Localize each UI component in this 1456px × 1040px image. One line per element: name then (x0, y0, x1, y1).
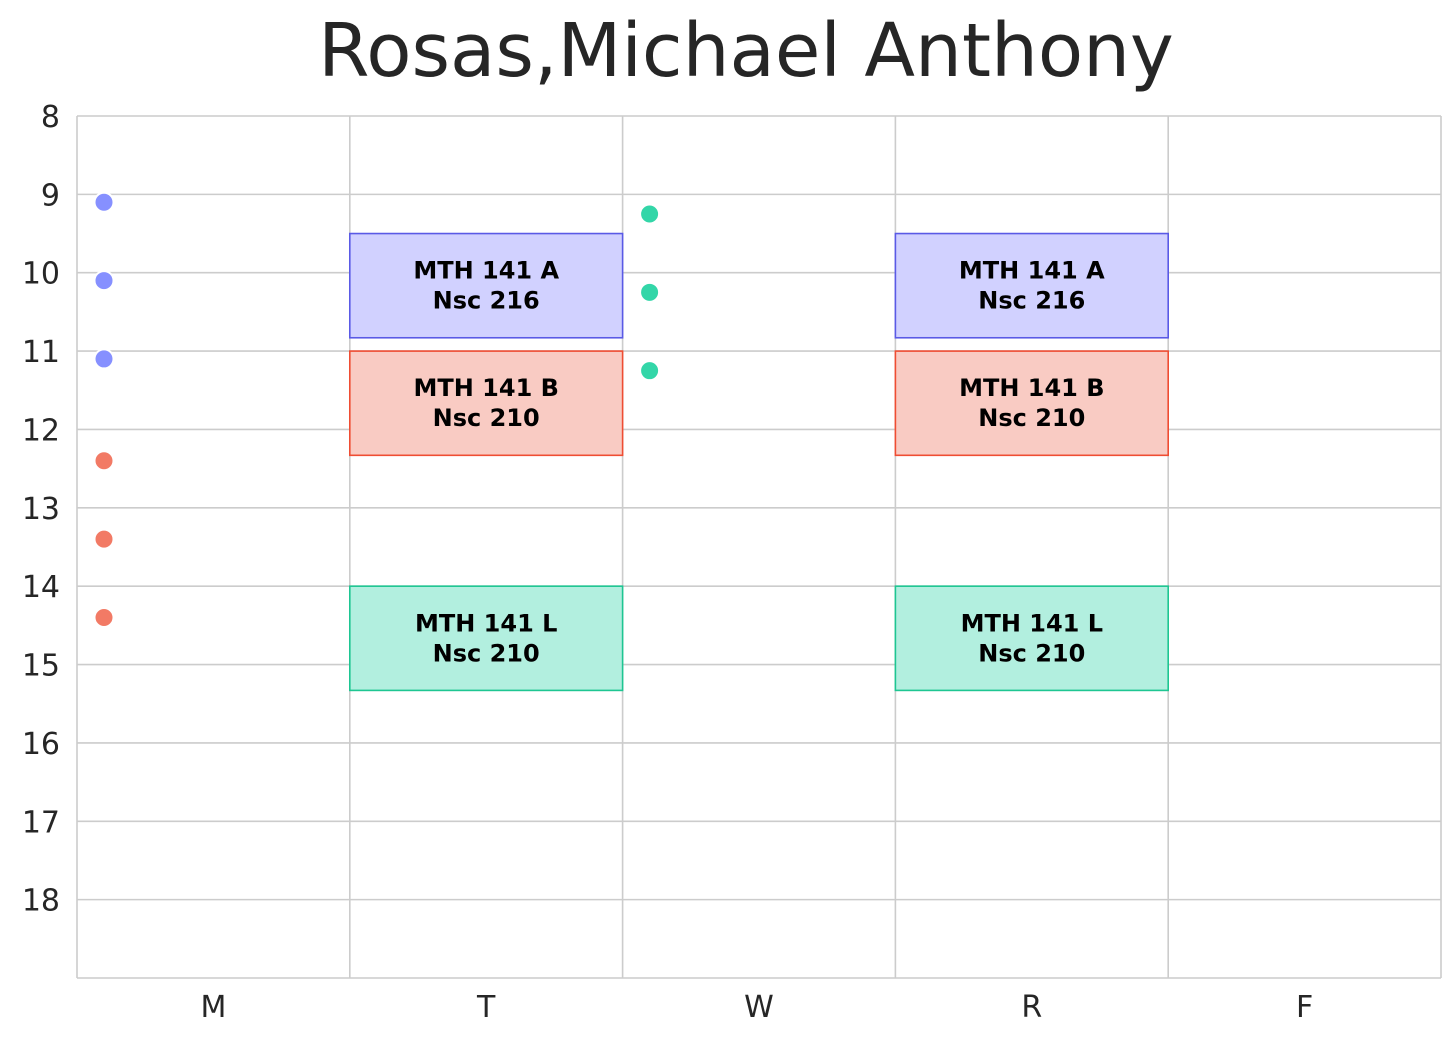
y-tick-label: 11 (22, 335, 60, 370)
time-marker (93, 191, 115, 213)
x-tick-label: M (200, 990, 226, 1025)
course-label: MTH 141 L (961, 609, 1103, 637)
course-label: MTH 141 B (959, 374, 1104, 402)
time-marker (93, 528, 115, 550)
course-block-rect (348, 585, 624, 692)
x-tick-label: R (1021, 990, 1042, 1025)
time-marker (93, 607, 115, 629)
y-tick-label: 10 (22, 257, 60, 292)
room-label: Nsc 216 (433, 287, 540, 315)
room-label: Nsc 210 (978, 639, 1085, 667)
time-marker (93, 450, 115, 472)
y-tick-label: 8 (41, 100, 60, 135)
y-tick-label: 9 (41, 178, 60, 213)
course-block-rect (348, 350, 624, 457)
y-tick-label: 17 (22, 805, 60, 840)
time-marker (639, 281, 661, 303)
room-label: Nsc 210 (433, 404, 540, 432)
room-label: Nsc 210 (978, 404, 1085, 432)
room-label: Nsc 216 (978, 287, 1085, 315)
course-block-rect (894, 350, 1170, 457)
course-block-rect (348, 232, 624, 339)
x-tick-label: W (744, 990, 774, 1025)
course-block-rect (894, 585, 1170, 692)
x-tick-label: T (476, 990, 496, 1025)
y-tick-label: 18 (22, 884, 60, 919)
y-tick-label: 13 (22, 492, 60, 527)
time-marker (639, 360, 661, 382)
course-label: MTH 141 A (413, 257, 559, 285)
y-tick-label: 14 (22, 570, 60, 605)
course-label: MTH 141 B (413, 374, 558, 402)
time-markers (93, 191, 661, 629)
course-label: MTH 141 A (959, 257, 1105, 285)
y-tick-label: 16 (22, 727, 60, 762)
time-marker (93, 348, 115, 370)
course-block-rect (894, 232, 1170, 339)
chart-title: Rosas,Michael Anthony (318, 8, 1174, 94)
y-axis-ticks: 8 9 10 11 12 13 14 15 16 17 18 (22, 100, 60, 919)
time-marker (639, 203, 661, 225)
x-tick-label: F (1296, 990, 1313, 1025)
time-marker (93, 270, 115, 292)
course-label: MTH 141 L (415, 609, 557, 637)
grid (76, 115, 1442, 979)
y-tick-label: 12 (22, 413, 60, 448)
room-label: Nsc 210 (433, 639, 540, 667)
y-tick-label: 15 (22, 649, 60, 684)
